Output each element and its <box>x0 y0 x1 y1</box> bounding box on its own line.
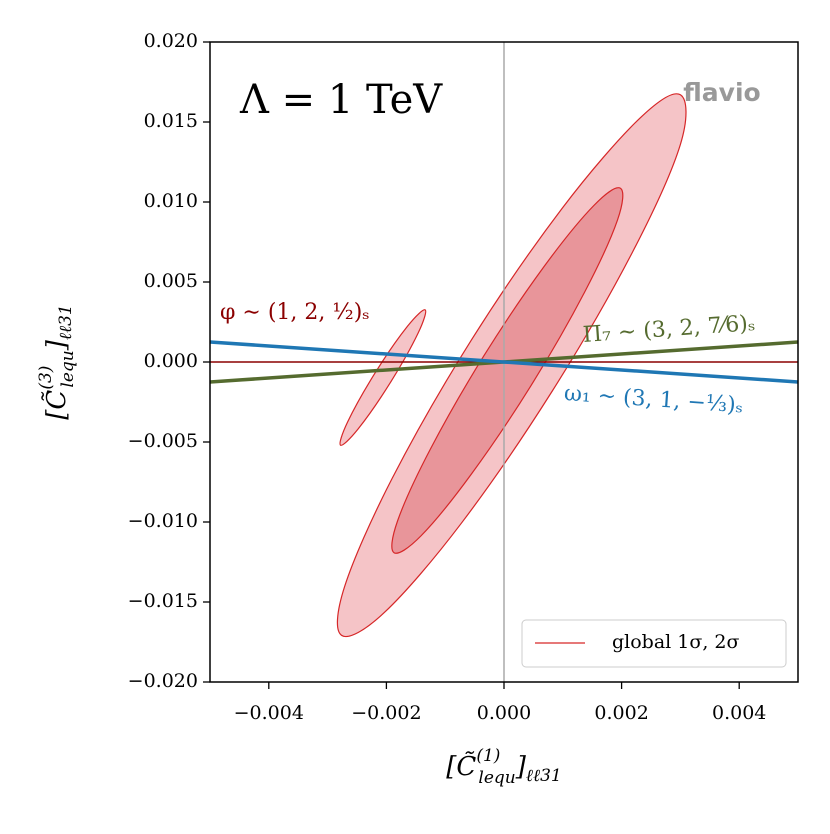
line-label: Π₇ ∼ (3, 2, 7⁄6)ₛ <box>582 311 756 348</box>
label-part: [C̃ <box>41 390 72 420</box>
legend-label: global 1σ, 2σ <box>612 631 740 653</box>
label-part: ] <box>515 752 527 782</box>
label-part: ] <box>42 339 72 351</box>
y-tick-label: 0.010 <box>144 190 198 212</box>
plot-area <box>210 42 798 682</box>
x-tick-label: 0.002 <box>594 702 648 724</box>
contour <box>339 309 427 446</box>
y-tick-label: 0.000 <box>144 350 198 372</box>
label-part: (1) <box>476 746 500 766</box>
x-tick-label: −0.002 <box>351 702 421 724</box>
y-tick-label: 0.020 <box>144 30 198 52</box>
y-tick-label: −0.015 <box>128 590 198 612</box>
line-label: ω₁ ∼ (3, 1, −⅓)ₛ <box>563 381 744 418</box>
label-part: ℓℓ31 <box>526 766 562 786</box>
x-tick-label: 0.004 <box>712 702 766 724</box>
y-tick-label: −0.010 <box>128 510 198 532</box>
label-part: ℓℓ31 <box>56 304 76 340</box>
line-label: φ ∼ (1, 2, ½)ₛ <box>220 300 370 325</box>
y-axis-label: [C̃(3) lequ]ℓℓ31 <box>36 304 78 419</box>
y-tick-label: 0.005 <box>144 270 198 292</box>
label-part: [C̃ <box>446 751 476 782</box>
y-tick-label: −0.005 <box>128 430 198 452</box>
label-part: lequ <box>478 768 515 788</box>
x-axis-label: [C̃(1) lequ]ℓℓ31 <box>446 746 561 788</box>
label-part: lequ <box>58 350 78 387</box>
label-part: (3) <box>36 366 56 390</box>
legend-box <box>521 619 787 668</box>
watermark: flavio <box>683 78 760 107</box>
annotation: Λ = 1 TeV <box>239 77 443 123</box>
y-tick-label: 0.015 <box>144 110 198 132</box>
x-tick-label: −0.004 <box>234 702 304 724</box>
model-line <box>210 340 798 384</box>
contour <box>391 187 624 554</box>
y-tick-label: −0.020 <box>128 670 198 692</box>
x-tick-label: 0.000 <box>477 702 531 724</box>
